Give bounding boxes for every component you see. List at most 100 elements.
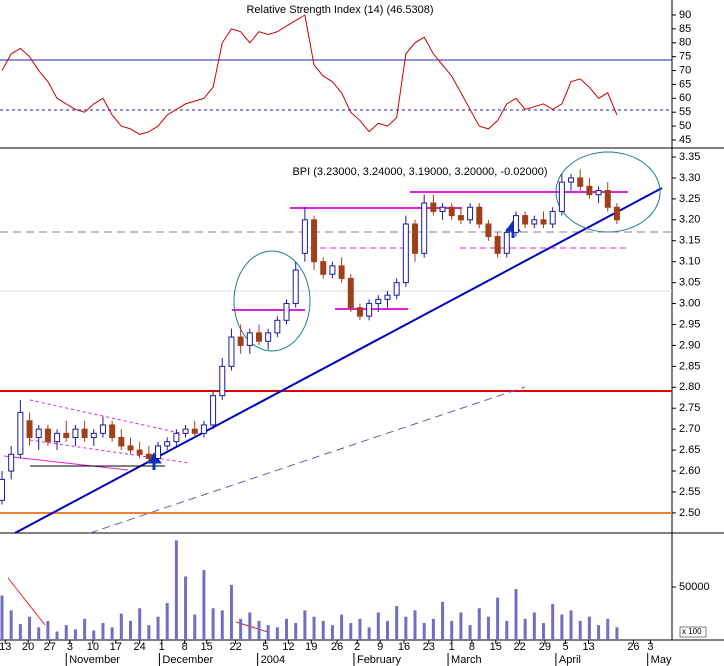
volume-bar bbox=[459, 612, 463, 640]
candle-body bbox=[155, 445, 162, 459]
month-label: February bbox=[357, 654, 402, 666]
y-tick-label: 3.00 bbox=[679, 297, 700, 309]
month-label: March bbox=[451, 654, 482, 666]
x-tick-label: 15 bbox=[490, 641, 502, 653]
candle-body bbox=[255, 332, 262, 342]
volume-bar bbox=[18, 624, 22, 640]
volume-bar bbox=[450, 620, 454, 640]
volume-bar bbox=[477, 608, 481, 640]
candle-body bbox=[402, 223, 409, 284]
candle-body bbox=[35, 428, 42, 439]
channel-line bbox=[29, 399, 181, 434]
candle-body bbox=[17, 411, 24, 455]
volume-bar bbox=[330, 625, 334, 640]
volume-bar bbox=[248, 612, 252, 640]
candle-body bbox=[338, 265, 345, 279]
candle-body bbox=[283, 303, 290, 321]
volume-bar bbox=[211, 608, 215, 640]
x-tick-label: 17 bbox=[110, 641, 122, 653]
volume-bar bbox=[220, 610, 224, 640]
x-tick-label: 3 bbox=[647, 641, 653, 653]
volume-bar bbox=[257, 620, 261, 640]
volume-bar bbox=[441, 601, 445, 640]
candle-body bbox=[0, 478, 5, 501]
volume-bar bbox=[193, 614, 197, 640]
x-tick-label: 29 bbox=[539, 641, 551, 653]
y-tick-label: 3.10 bbox=[679, 256, 700, 268]
volume-bar bbox=[73, 629, 77, 640]
volume-bar bbox=[532, 612, 536, 640]
y-tick-label: 50000 bbox=[679, 581, 710, 593]
y-tick-label: 2.50 bbox=[679, 507, 700, 519]
volume-bar bbox=[9, 610, 13, 640]
candle-body bbox=[54, 432, 61, 443]
candle-body bbox=[118, 437, 125, 447]
volume-bar bbox=[147, 625, 151, 640]
candle-body bbox=[412, 223, 419, 254]
y-tick-label: 60 bbox=[679, 92, 691, 104]
volume-bar bbox=[128, 620, 132, 640]
candle-body bbox=[90, 432, 97, 439]
rsi-line bbox=[1, 14, 618, 135]
volume-bar bbox=[496, 597, 500, 640]
volume-bar bbox=[597, 625, 601, 640]
volume-bar bbox=[266, 625, 270, 640]
volume-bar bbox=[165, 602, 169, 640]
x-tick-label: 8 bbox=[182, 641, 188, 653]
y-tick-label: 2.95 bbox=[679, 318, 700, 330]
y-tick-label: 2.55 bbox=[679, 486, 700, 498]
candle-body bbox=[164, 441, 171, 447]
candle-body bbox=[191, 428, 198, 434]
volume-bar bbox=[542, 623, 546, 640]
volume-bar bbox=[349, 623, 353, 640]
candle-body bbox=[393, 282, 400, 296]
volume-bar bbox=[551, 603, 555, 640]
candle-body bbox=[173, 432, 180, 443]
candle-body bbox=[72, 428, 79, 439]
y-tick-label: 3.35 bbox=[679, 151, 700, 163]
candle-body bbox=[457, 215, 464, 221]
volume-bar bbox=[321, 620, 325, 640]
candle-body bbox=[210, 395, 217, 426]
volume-bar bbox=[560, 614, 564, 640]
volume-bar bbox=[119, 613, 123, 640]
volume-bar bbox=[202, 570, 206, 640]
x-tick-label: 22 bbox=[514, 641, 526, 653]
volume-bar bbox=[615, 627, 619, 640]
month-label: November bbox=[69, 654, 120, 666]
y-tick-label: 2.75 bbox=[679, 402, 700, 414]
volume-bar bbox=[156, 616, 160, 640]
candle-body bbox=[311, 219, 318, 263]
candle-body bbox=[347, 277, 354, 309]
y-tick-label: 3.15 bbox=[679, 235, 700, 247]
candle-body bbox=[26, 420, 33, 439]
candle-body bbox=[384, 294, 391, 300]
volume-bar bbox=[275, 627, 279, 640]
candle-body bbox=[246, 332, 253, 346]
x-tick-label: 24 bbox=[134, 641, 146, 653]
candle-body bbox=[595, 189, 602, 196]
volume-bar bbox=[184, 576, 188, 640]
volume-bar bbox=[64, 625, 68, 640]
x-tick-label: 16 bbox=[398, 641, 410, 653]
x-tick-label: 5 bbox=[262, 641, 268, 653]
volume-bar bbox=[55, 631, 59, 640]
volume-bar bbox=[37, 627, 41, 640]
volume-bar bbox=[312, 616, 316, 640]
x-tick-label: 26 bbox=[627, 641, 639, 653]
candle-body bbox=[503, 231, 510, 254]
candle-body bbox=[329, 265, 336, 275]
volume-bar bbox=[395, 606, 399, 640]
y-tick-label: 75 bbox=[679, 51, 691, 63]
volume-bar bbox=[431, 618, 435, 640]
volume-bar bbox=[174, 540, 178, 640]
volume-bar bbox=[101, 623, 105, 640]
highlight-circle bbox=[233, 250, 311, 352]
scale-box bbox=[679, 626, 707, 638]
candle-body bbox=[577, 177, 584, 187]
x-tick-label: 13 bbox=[0, 641, 11, 653]
candle-body bbox=[485, 223, 492, 238]
candle-body bbox=[613, 206, 620, 221]
y-tick-label: 2.70 bbox=[679, 423, 700, 435]
